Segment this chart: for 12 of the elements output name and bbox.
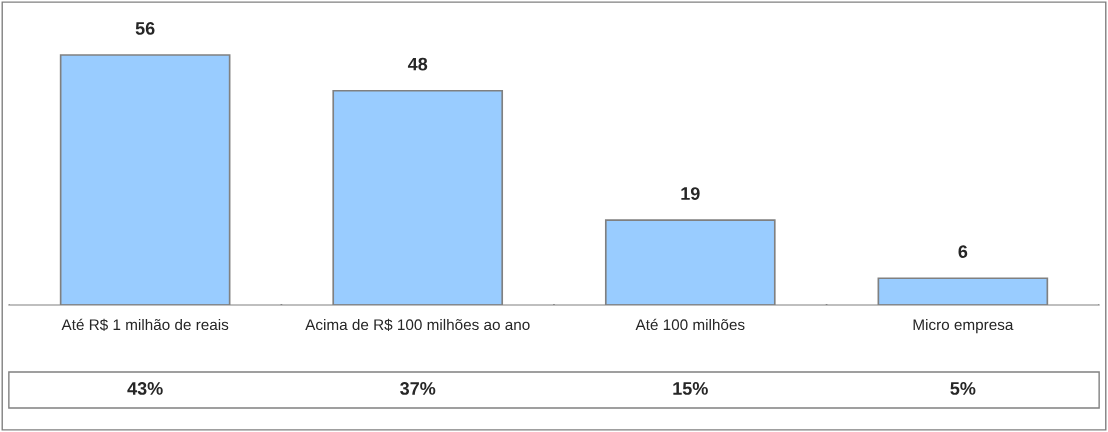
- text: 15%: [673, 382, 708, 395]
- data-label: 56: [135, 21, 155, 35]
- x-tick-label: Até R$ 1 milhão de reais: [61, 318, 229, 332]
- data-label: 48: [407, 57, 428, 71]
- text: 43%: [127, 382, 163, 395]
- text: 5%: [950, 382, 976, 395]
- data-label: 6: [958, 245, 968, 258]
- x-tick-label: Micro empresa: [913, 318, 1014, 334]
- x-tick-label: Até 100 milhões: [635, 318, 745, 331]
- x-tick-label: Acima de R$ 100 milhões ao ano: [305, 318, 530, 332]
- text: 37%: [400, 382, 436, 395]
- data-label: 19: [681, 187, 700, 200]
